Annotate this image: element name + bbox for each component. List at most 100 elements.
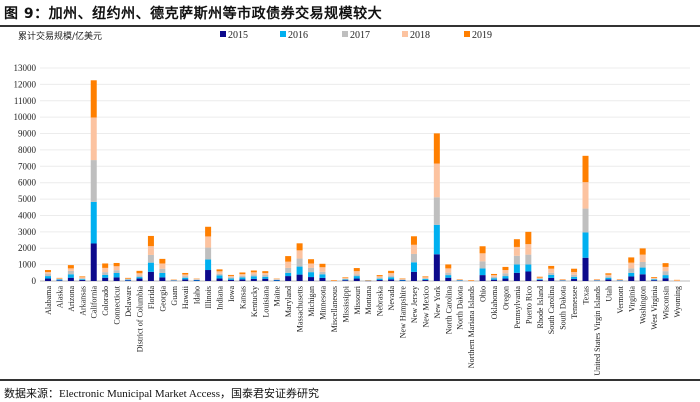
bar-2015 — [605, 279, 612, 281]
bar-2019 — [182, 272, 189, 275]
bar-2017 — [548, 272, 555, 275]
bar-2018 — [136, 273, 143, 276]
bar-2015 — [513, 272, 520, 281]
x-tick-label: Missouri — [353, 285, 362, 314]
x-tick-label: Alabama — [44, 286, 53, 315]
bar-2016 — [445, 275, 452, 278]
x-tick-label: New York — [433, 286, 442, 318]
bar-2015 — [205, 270, 212, 281]
x-tick-label: Iowa — [227, 286, 236, 302]
bar-2016 — [388, 277, 395, 280]
bar-2019 — [525, 231, 532, 245]
bar-2016 — [536, 279, 543, 281]
bar-2019 — [45, 270, 51, 272]
bar-2019 — [422, 276, 429, 278]
bar-2018 — [582, 182, 589, 209]
bar-2017 — [445, 272, 452, 276]
bar-2016 — [90, 201, 97, 244]
bar-2016 — [262, 276, 269, 279]
bar-2017 — [216, 273, 223, 276]
bar-2017 — [433, 197, 440, 225]
y-axis-label: 累计交易规模/亿美元 — [18, 30, 102, 42]
x-tick-label: Delaware — [124, 286, 133, 317]
x-tick-label: Utah — [604, 286, 613, 302]
bar-2018 — [67, 268, 74, 271]
bar-2015 — [491, 279, 498, 281]
bar-2016 — [502, 276, 509, 279]
bar-2017 — [67, 270, 74, 275]
bar-2017 — [56, 278, 63, 280]
x-tick-label: Rhode Island — [536, 286, 545, 328]
y-tick-label: 9000 — [18, 129, 37, 139]
y-tick-label: 13000 — [14, 63, 37, 73]
bar-2016 — [433, 224, 440, 255]
bar-2018 — [410, 244, 417, 254]
x-tick-label: Ohio — [479, 286, 488, 302]
legend-label-2018: 2018 — [410, 30, 430, 41]
bar-2018 — [502, 270, 509, 274]
x-tick-label: South Dakota — [559, 286, 568, 330]
legend-label-2016: 2016 — [288, 30, 308, 41]
x-tick-label: Pennsylvania — [513, 286, 522, 329]
bar-2018 — [571, 271, 578, 275]
bar-2019 — [571, 268, 578, 272]
x-tick-label: Georgia — [158, 286, 167, 312]
bar-2016 — [67, 274, 74, 278]
x-tick-label: Virginia — [627, 286, 636, 312]
y-tick-label: 7000 — [18, 161, 37, 171]
bar-2015 — [422, 280, 429, 281]
bar-2016 — [319, 274, 326, 278]
figure-title: 图 9：加州、纽约州、德克萨斯州等市政债券交易规模较大 — [4, 6, 383, 22]
x-tick-label: New Jersey — [410, 286, 419, 323]
bar-2015 — [662, 278, 669, 281]
bar-2018 — [342, 278, 349, 279]
x-tick-label: Illinois — [204, 286, 213, 309]
bar-2019 — [262, 271, 269, 273]
x-tick-label: Colorado — [101, 286, 110, 316]
y-tick-label: 11000 — [14, 96, 37, 106]
x-tick-label: West Virginia — [650, 286, 659, 330]
bar-2015 — [67, 277, 74, 281]
y-tick-label: 10000 — [14, 112, 37, 122]
bar-2017 — [342, 278, 349, 280]
bar-2015 — [376, 280, 383, 281]
bar-2018 — [651, 277, 658, 279]
bar-2018 — [45, 271, 51, 274]
bar-2019 — [136, 270, 143, 274]
bar-2018 — [422, 277, 429, 279]
bar-2017 — [250, 274, 257, 277]
bar-2018 — [491, 275, 498, 277]
bar-2016 — [147, 262, 154, 272]
x-tick-label: South Carolina — [547, 286, 556, 335]
bar-2015 — [502, 278, 509, 281]
bar-2019 — [319, 263, 326, 268]
bar-2015 — [250, 278, 257, 281]
x-tick-label: Minnesota — [318, 286, 327, 320]
bar-2018 — [525, 244, 532, 255]
bar-2018 — [250, 272, 257, 275]
bar-2015 — [102, 277, 109, 281]
x-tick-label: Kansas — [238, 286, 247, 309]
bar-2016 — [250, 276, 257, 279]
bar-2017 — [502, 273, 509, 277]
bar-2016 — [136, 277, 143, 279]
x-tick-label: North Carolina — [444, 286, 453, 335]
bar-2016 — [56, 279, 63, 281]
bar-2015 — [410, 271, 417, 281]
bar-2017 — [45, 273, 51, 277]
bar-2019 — [90, 80, 97, 118]
y-tick-label: 3000 — [18, 227, 37, 237]
bar-2016 — [216, 275, 223, 279]
x-tick-label: Tennessee — [570, 286, 579, 319]
bar-2016 — [376, 278, 383, 281]
bar-2017 — [376, 277, 383, 279]
bar-2018 — [205, 236, 212, 248]
y-tick-label: 5000 — [18, 194, 37, 204]
legend-swatch-2016 — [280, 31, 286, 37]
bar-2019 — [433, 133, 440, 164]
x-tick-label: Maine — [273, 286, 282, 307]
bar-2018 — [639, 254, 646, 262]
bar-2019 — [205, 226, 212, 237]
x-tick-label: Arizona — [67, 286, 76, 312]
